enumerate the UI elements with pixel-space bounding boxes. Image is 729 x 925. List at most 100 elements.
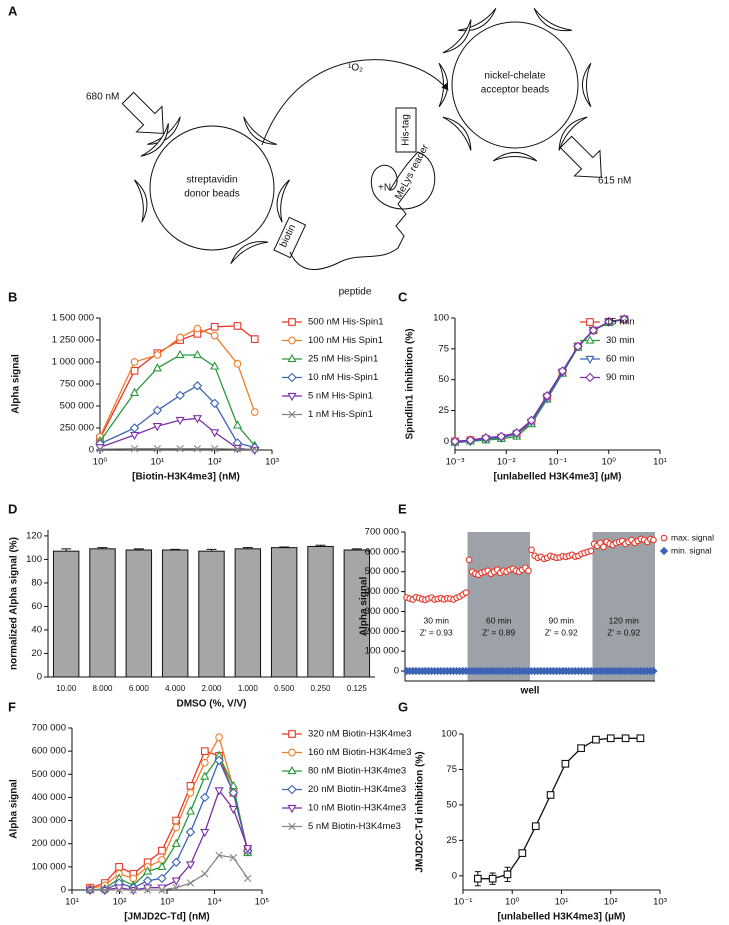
y-axis-title: Alpha signal: [359, 577, 370, 637]
legend-label: min. signal: [671, 545, 712, 555]
y-tick-label: 500 000: [60, 401, 94, 412]
data-point: [185, 861, 196, 870]
error-bar: [133, 548, 144, 550]
data-point: [152, 423, 162, 432]
y-tick-label: 40: [31, 624, 42, 635]
x-tick-label: 6.000: [129, 684, 150, 693]
data-point: [201, 870, 209, 878]
diagram-label: biotin: [278, 223, 298, 249]
data-point: [158, 846, 166, 855]
series-line: [90, 789, 249, 891]
receptor: [438, 62, 449, 108]
y-tick-label: 300 000: [32, 815, 66, 826]
receptor: [581, 62, 592, 108]
data-point: [244, 874, 252, 883]
series-line: [454, 318, 625, 444]
panel-label: F: [8, 699, 16, 714]
error-bar: [351, 548, 362, 550]
data-point: [172, 883, 180, 892]
diagram: [121, 7, 602, 271]
data-point: [209, 398, 220, 409]
legend-label: 5 nM Biotin-H3K4me3: [308, 821, 401, 832]
receptor: [276, 179, 291, 223]
data-point: [228, 805, 238, 815]
series-line: [99, 354, 256, 447]
legend-label: 20 nM Biotin-H3K4me3: [308, 784, 406, 795]
legend-marker: [287, 765, 297, 775]
error-bar: [279, 546, 290, 548]
receptor: [243, 116, 277, 145]
y-tick-label: 100 000: [365, 646, 399, 657]
y-tick-label: 1 250 000: [52, 335, 94, 346]
receptor: [558, 116, 588, 151]
x-tick-label: 10⁻¹: [548, 457, 567, 468]
data-point: [101, 886, 109, 894]
data-point: [130, 444, 139, 453]
legend-marker: [288, 822, 296, 831]
data-point: [96, 445, 104, 453]
error-bar: [242, 547, 253, 549]
panel-label: G: [398, 699, 408, 714]
data-point: [200, 747, 209, 755]
y-tick-label: 60: [31, 601, 42, 612]
donor-bead: [149, 125, 275, 251]
annotation: 60 min: [486, 616, 512, 626]
shaded-band: [467, 532, 530, 681]
bar: [89, 548, 116, 678]
error-bar: [315, 544, 326, 547]
data-point: [157, 873, 167, 884]
x-tick-label: 10⁰: [505, 897, 520, 908]
data-point: [215, 851, 223, 859]
data-point: [153, 351, 162, 359]
x-tick-label: 10¹: [65, 897, 79, 908]
data-point: [171, 857, 181, 867]
legend-label: 25 nM His-Spin1: [308, 354, 378, 365]
data-point: [186, 879, 195, 887]
x-axis-title: [Biotin-H3K4me3] (nM): [132, 472, 240, 483]
y-axis-title: Alpha signal: [9, 779, 20, 839]
data-point: [233, 322, 242, 330]
series-line: [454, 318, 625, 443]
data-point: [518, 849, 527, 857]
data-point: [171, 877, 181, 886]
data-point: [465, 556, 473, 564]
y-tick-label: 0: [37, 672, 42, 683]
y-tick-label: 25: [438, 405, 449, 416]
series-line: [90, 854, 249, 891]
data-point: [152, 405, 163, 416]
y-tick-label: 100: [26, 554, 42, 565]
x-tick-label: 10²: [604, 897, 618, 908]
series-line: [90, 758, 249, 891]
data-point: [462, 589, 470, 596]
legend-marker: [586, 318, 594, 326]
x-tick-label: 10¹: [653, 457, 667, 468]
data-point: [619, 314, 629, 324]
y-tick-label: 100: [441, 729, 457, 740]
bar: [307, 545, 334, 678]
data-point: [503, 870, 512, 879]
x-tick-label: 10¹: [555, 897, 569, 908]
legend-marker: [288, 410, 296, 419]
annotation: Z′ = 0.92: [607, 628, 640, 638]
legend-marker: [585, 372, 595, 383]
y-tick-label: 0: [452, 870, 457, 881]
receptor: [442, 116, 472, 151]
receptor: [442, 19, 472, 54]
y-axis-title: normalized Alpha signal (%): [9, 537, 20, 670]
data-point: [176, 444, 184, 453]
biotin-box: [273, 216, 307, 259]
y-tick-label: 100 000: [32, 861, 66, 872]
receptor: [230, 241, 269, 265]
annotation: 120 min: [609, 616, 640, 626]
data-point: [192, 381, 203, 391]
legend-label: 15 min: [606, 317, 635, 328]
data-point: [243, 845, 253, 854]
receptor: [458, 7, 497, 32]
y-tick-label: 500 000: [32, 769, 66, 780]
data-point: [143, 866, 153, 875]
x-tick-label: 1.000: [238, 684, 259, 693]
data-point: [650, 536, 657, 544]
series-line: [454, 318, 625, 443]
y-tick-label: 700 000: [32, 723, 66, 734]
diagram-label: streptavidin: [186, 175, 237, 186]
